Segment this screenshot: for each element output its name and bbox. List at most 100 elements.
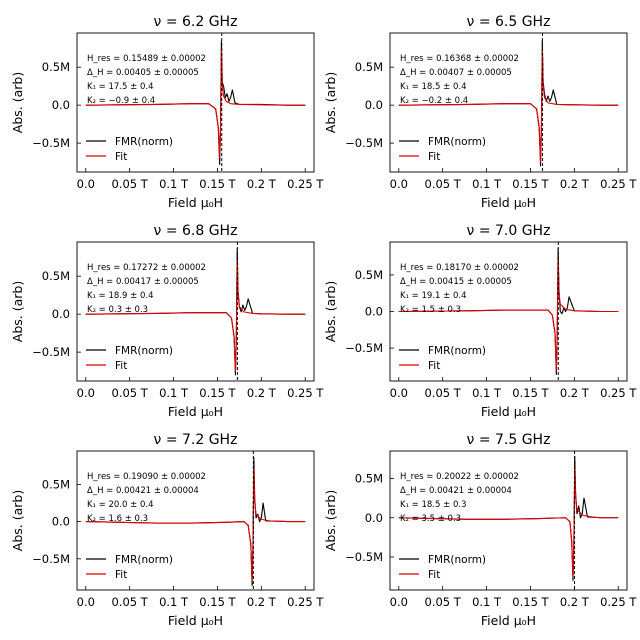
fit-parameter: H_res = 0.18170 ± 0.00002 <box>400 263 519 273</box>
fit-parameter: H_res = 0.20022 ± 0.00002 <box>400 472 519 482</box>
fit-parameter: H_res = 0.16368 ± 0.00002 <box>400 54 519 64</box>
y-tick-label: 0.5M <box>355 471 383 485</box>
subplot-3: ν = 6.8 GHz 0.0 0.05 T 0.1 T 0.15 T 0.2 T 0.25… <box>10 223 324 419</box>
fit-line <box>85 47 306 159</box>
fit-parameter: K₁ = 17.5 ± 0.4 <box>87 82 153 92</box>
x-tick-label: 0.1 T <box>159 177 189 191</box>
x-tick-label: 0.0 <box>390 386 408 400</box>
legend-label: FMR(norm) <box>115 136 173 148</box>
legend-label: Fit <box>428 569 440 581</box>
legend: FMR(norm) Fit <box>399 345 486 372</box>
fit-line <box>398 47 619 163</box>
legend-label: FMR(norm) <box>115 554 173 566</box>
legend-label: FMR(norm) <box>428 345 486 357</box>
x-tick-label: 0.15 T <box>199 595 236 609</box>
fit-parameter: K₂ = 3.5 ± 0.3 <box>400 514 461 524</box>
axes-frame <box>76 241 315 382</box>
axes-frame <box>76 450 315 591</box>
fit-line <box>398 466 619 578</box>
x-tick-label: 0.15 T <box>512 386 549 400</box>
fit-parameter: K₂ = 0.3 ± 0.3 <box>87 305 148 315</box>
fit-parameter: K₁ = 18.5 ± 0.3 <box>400 500 466 510</box>
fit-parameter: K₂ = −0.2 ± 0.4 <box>400 96 468 106</box>
y-tick-label: 0.0 <box>52 307 70 321</box>
x-tick-label: 0.15 T <box>512 595 549 609</box>
x-tick-label: 0.25 T <box>287 177 324 191</box>
y-axis-label: Abs. (arb) <box>10 281 25 342</box>
x-tick-label: 0.05 T <box>112 177 149 191</box>
x-axis-label: Field μ₀H <box>168 195 223 210</box>
x-tick-label: 0.1 T <box>472 177 502 191</box>
x-tick-label: 0.2 T <box>560 386 590 400</box>
fit-parameter: Δ_H = 0.00405 ± 0.00005 <box>87 68 199 78</box>
x-axis-label: Field μ₀H <box>168 404 223 419</box>
y-tick-label: 0.5M <box>42 60 70 74</box>
y-tick-label: −0.5M <box>32 136 70 150</box>
y-tick-label: 0.5M <box>355 268 383 282</box>
y-tick-label: 0.5M <box>355 60 383 74</box>
fit-parameter: Δ_H = 0.00421 ± 0.00004 <box>400 486 512 496</box>
fit-parameter: K₁ = 18.5 ± 0.4 <box>400 82 466 92</box>
fit-parameter: K₂ = 1.6 ± 0.3 <box>87 514 148 524</box>
x-axis-label: Field μ₀H <box>168 613 223 628</box>
x-tick-label: 0.0 <box>77 386 95 400</box>
fit-parameter: H_res = 0.15489 ± 0.00002 <box>87 54 206 64</box>
x-tick-label: 0.1 T <box>472 595 502 609</box>
legend-label: Fit <box>115 569 127 581</box>
x-tick-label: 0.05 T <box>425 386 462 400</box>
x-tick-label: 0.25 T <box>600 386 637 400</box>
y-axis-label: Abs. (arb) <box>10 490 25 551</box>
plot-series <box>85 248 306 376</box>
x-tick-label: 0.25 T <box>600 595 637 609</box>
y-tick-label: 0.0 <box>365 511 383 525</box>
x-tick-label: 0.25 T <box>287 595 324 609</box>
x-tick-label: 0.05 T <box>112 595 149 609</box>
fit-parameter: Δ_H = 0.00407 ± 0.00005 <box>400 68 512 78</box>
x-tick-label: 0.1 T <box>472 386 502 400</box>
x-tick-label: 0.1 T <box>159 386 189 400</box>
x-tick-label: 0.15 T <box>199 386 236 400</box>
fit-line <box>85 260 306 372</box>
y-axis-label: Abs. (arb) <box>323 72 338 133</box>
y-tick-label: −0.5M <box>345 341 383 355</box>
subplot-5: ν = 7.2 GHz 0.0 0.05 T 0.1 T 0.15 T 0.2 T 0.25… <box>10 432 324 628</box>
x-axis-label: Field μ₀H <box>481 195 536 210</box>
y-tick-label: 0.5M <box>42 269 70 283</box>
x-tick-label: 0.2 T <box>247 386 277 400</box>
axes-frame <box>389 450 628 591</box>
x-tick-label: 0.2 T <box>247 177 277 191</box>
x-tick-label: 0.15 T <box>512 177 549 191</box>
legend-label: Fit <box>115 360 127 372</box>
legend: FMR(norm) Fit <box>399 554 486 581</box>
fit-parameter: K₁ = 18.9 ± 0.4 <box>87 291 153 301</box>
y-tick-label: −0.5M <box>345 136 383 150</box>
subplot-2: ν = 6.5 GHz 0.0 0.05 T 0.1 T 0.15 T 0.2 T 0.25… <box>323 14 637 210</box>
fit-parameter: Δ_H = 0.00415 ± 0.00005 <box>400 277 512 287</box>
fit-parameter: K₂ = −0.9 ± 0.4 <box>87 96 155 106</box>
y-tick-label: 0.0 <box>52 98 70 112</box>
x-tick-label: 0.0 <box>390 595 408 609</box>
legend: FMR(norm) Fit <box>86 136 173 163</box>
fit-parameter: K₂ = 1.5 ± 0.3 <box>400 305 461 315</box>
legend-label: Fit <box>428 360 440 372</box>
legend-label: Fit <box>428 151 440 163</box>
y-tick-label: 0.0 <box>365 305 383 319</box>
legend-label: FMR(norm) <box>428 136 486 148</box>
x-tick-label: 0.0 <box>77 177 95 191</box>
plot-title: ν = 6.2 GHz <box>154 14 238 30</box>
x-tick-label: 0.0 <box>390 177 408 191</box>
x-tick-label: 0.05 T <box>425 595 462 609</box>
fit-parameter: H_res = 0.19090 ± 0.00002 <box>87 472 206 482</box>
fit-line <box>398 258 619 371</box>
fit-parameter: H_res = 0.17272 ± 0.00002 <box>87 263 206 273</box>
legend-label: FMR(norm) <box>428 554 486 566</box>
x-tick-label: 0.05 T <box>425 177 462 191</box>
y-tick-label: −0.5M <box>32 552 70 566</box>
plot-series <box>398 40 619 167</box>
x-tick-label: 0.1 T <box>159 595 189 609</box>
legend: FMR(norm) Fit <box>86 554 173 581</box>
plot-series <box>85 40 306 165</box>
x-axis-label: Field μ₀H <box>481 613 536 628</box>
y-tick-label: 0.5M <box>42 477 70 491</box>
plot-series <box>85 457 306 587</box>
